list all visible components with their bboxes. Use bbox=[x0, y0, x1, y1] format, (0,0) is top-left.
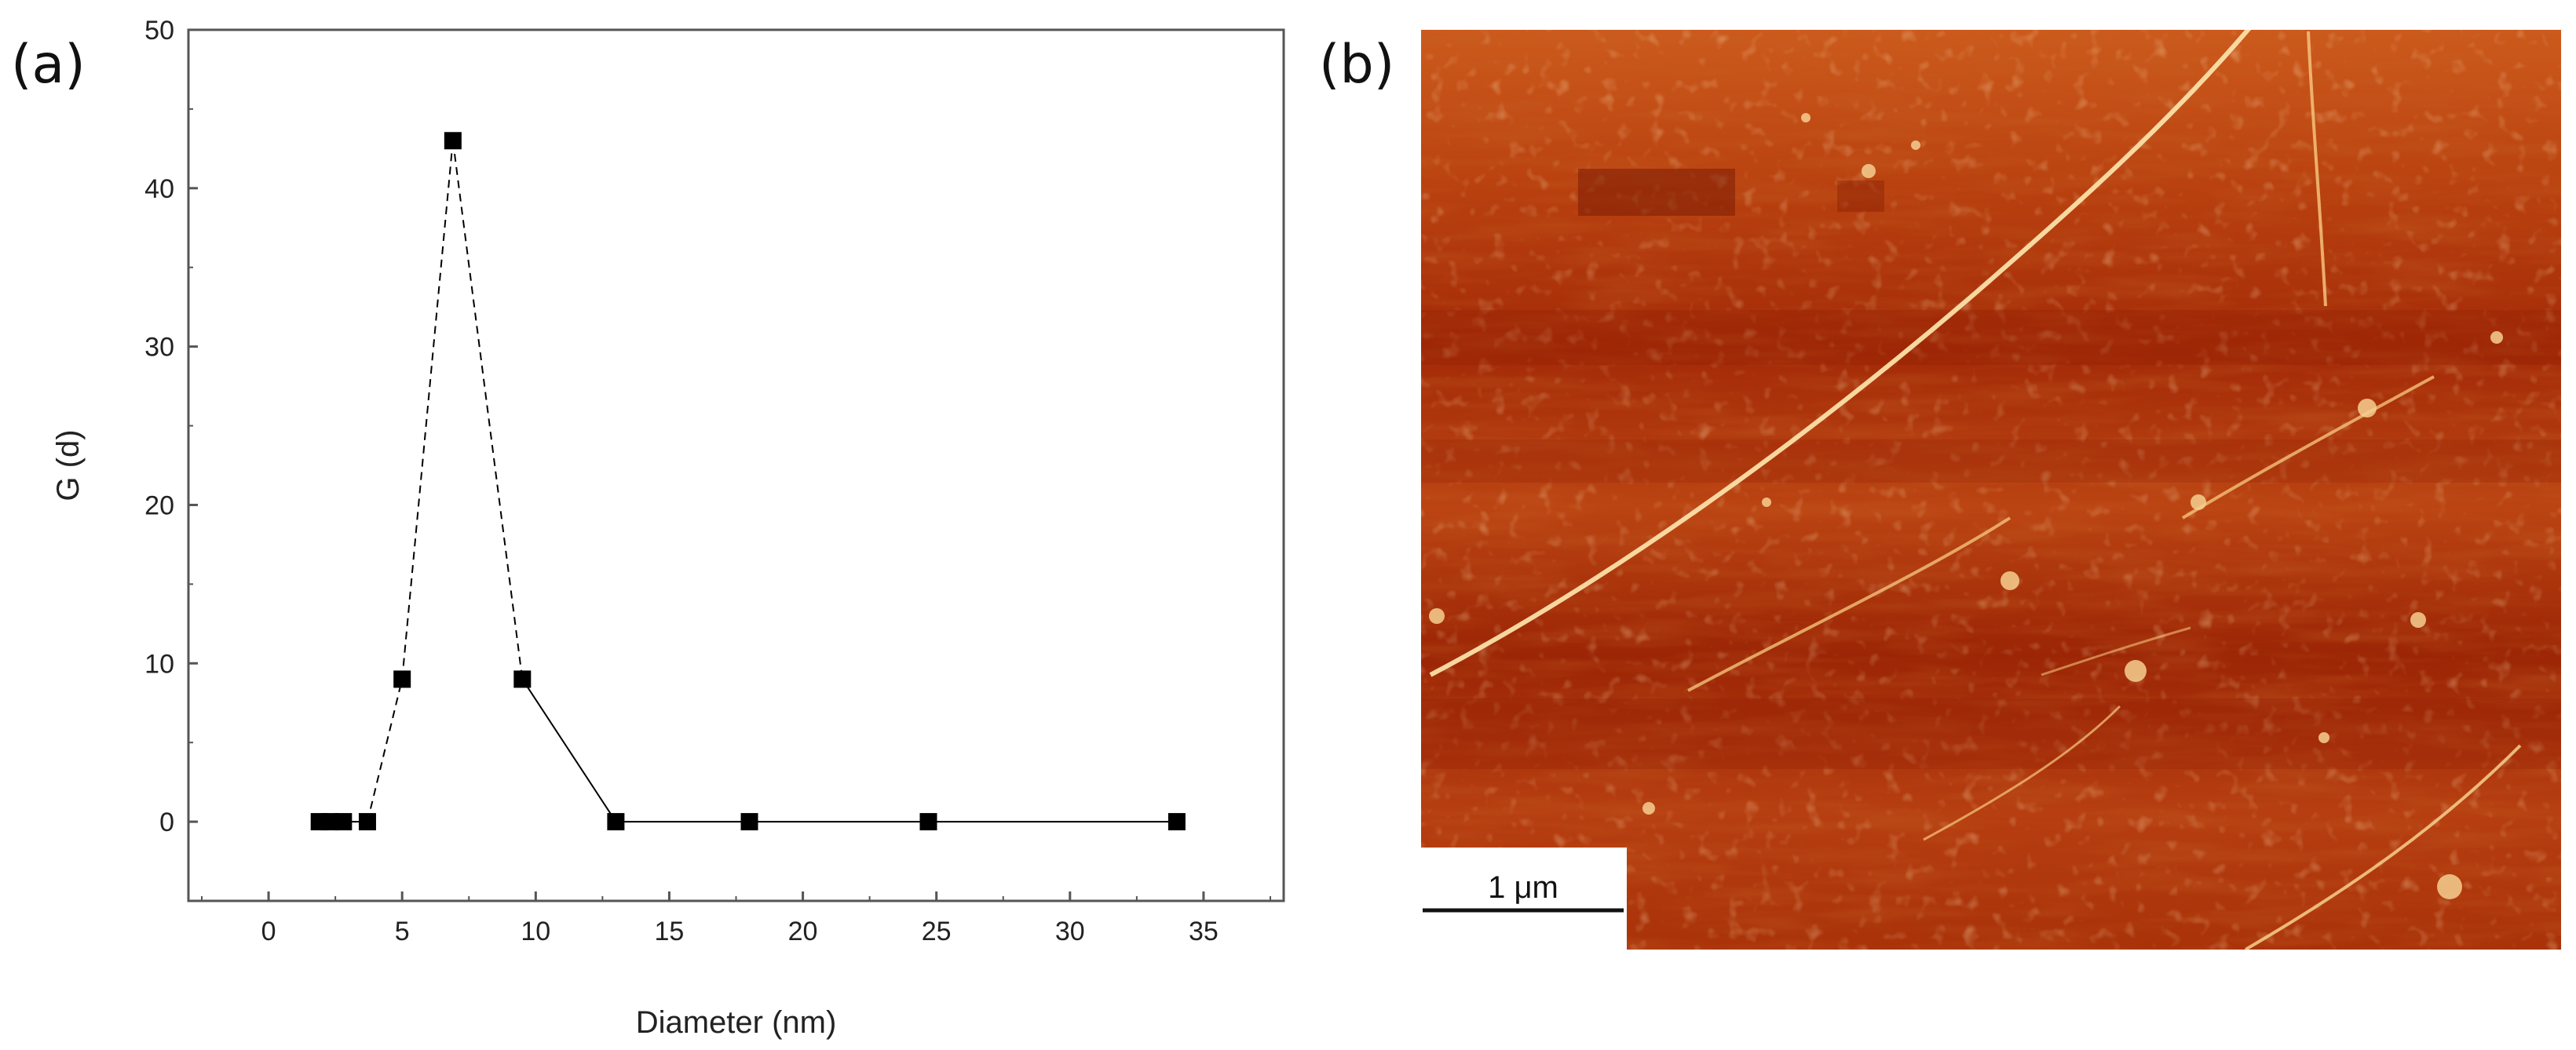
y-tick-label: 20 bbox=[144, 490, 174, 520]
y-tick-label: 30 bbox=[144, 333, 174, 363]
data-point bbox=[358, 813, 376, 831]
plot-frame bbox=[187, 28, 1285, 902]
afm-fibril bbox=[1429, 30, 2252, 677]
afm-fibril bbox=[2307, 31, 2327, 307]
x-tick-label: 15 bbox=[655, 917, 685, 946]
series-line-segment bbox=[401, 140, 454, 680]
data-point bbox=[334, 813, 353, 831]
scale-bar-label: 1 μm bbox=[1488, 870, 1558, 905]
data-point bbox=[1167, 813, 1186, 831]
data-point bbox=[919, 813, 937, 831]
data-point bbox=[321, 813, 339, 831]
x-tick-label: 25 bbox=[922, 917, 952, 946]
afm-image: 1 μm bbox=[1421, 30, 2561, 950]
data-point bbox=[444, 132, 462, 150]
series-line-segment bbox=[366, 679, 404, 822]
plot-area: 0 5 10 15 20 25 30 35 0 10 20 30 40 50 bbox=[144, 16, 1285, 946]
y-tick-label: 50 bbox=[144, 16, 174, 46]
y-tick-label: 40 bbox=[144, 174, 174, 204]
afm-dark-spot bbox=[1578, 169, 1735, 216]
panel-a-label: (a) bbox=[11, 34, 86, 96]
series-points bbox=[310, 132, 1186, 831]
data-point bbox=[393, 670, 411, 688]
afm-band-dark bbox=[1421, 698, 2561, 769]
data-point bbox=[740, 813, 758, 831]
y-tick-label: 0 bbox=[159, 808, 174, 837]
afm-band-dark bbox=[1421, 439, 2561, 483]
data-point bbox=[513, 670, 532, 688]
x-tick-label: 0 bbox=[261, 917, 276, 946]
afm-band-dark bbox=[1421, 310, 2561, 365]
x-tick-label: 35 bbox=[1189, 917, 1219, 946]
panel-b-label: (b) bbox=[1319, 34, 1394, 96]
data-point bbox=[607, 813, 625, 831]
y-axis: 0 10 20 30 40 50 bbox=[144, 16, 198, 902]
afm-fibril bbox=[2181, 375, 2435, 520]
x-tick-label: 20 bbox=[788, 917, 818, 946]
y-axis-title: G (d) bbox=[51, 429, 86, 501]
series-line-segment bbox=[451, 140, 524, 680]
series-lines bbox=[319, 140, 1177, 823]
y-tick-label: 10 bbox=[144, 649, 174, 679]
afm-particles bbox=[1429, 113, 2503, 899]
afm-fibril bbox=[2244, 744, 2522, 950]
x-tick-label: 30 bbox=[1055, 917, 1085, 946]
x-axis: 0 5 10 15 20 25 30 35 bbox=[201, 891, 1271, 946]
x-axis-title: Diameter (nm) bbox=[636, 1005, 837, 1040]
scale-bar-box bbox=[1421, 848, 1627, 950]
afm-dark-spot bbox=[1837, 180, 1884, 212]
afm-fibril bbox=[1687, 516, 2011, 692]
x-tick-label: 10 bbox=[521, 917, 550, 946]
afm-speckle bbox=[1421, 30, 2561, 950]
x-tick-label: 5 bbox=[395, 917, 410, 946]
afm-fibril bbox=[2041, 626, 2191, 676]
series-line-segment bbox=[521, 678, 617, 822]
afm-fibril bbox=[1923, 705, 2121, 841]
